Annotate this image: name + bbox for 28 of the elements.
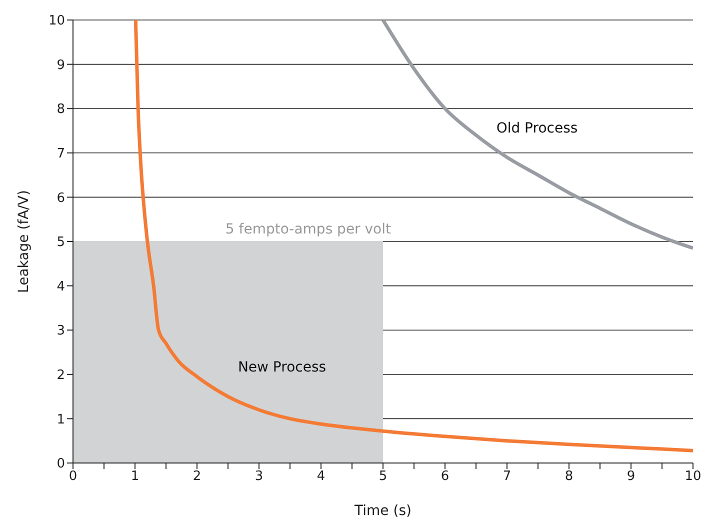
x-tick-label: 5	[378, 469, 388, 484]
y-axis-title: Leakage (fA/V)	[16, 190, 32, 293]
y-tick-label: 9	[56, 58, 65, 73]
y-tick-label: 1	[56, 412, 65, 428]
y-tick-label: 3	[56, 324, 65, 339]
x-tick-label: 6	[440, 469, 450, 484]
x-tick-label: 2	[192, 469, 202, 484]
y-tick-label: 10	[48, 14, 65, 29]
x-tick-label: 1	[130, 469, 140, 484]
x-tick-label: 8	[564, 469, 574, 484]
series-label: Old Process	[496, 120, 578, 136]
x-tick-label: 10	[684, 469, 702, 484]
y-tick-label: 7	[56, 146, 65, 162]
y-tick-label: 0	[56, 456, 65, 472]
y-tick-label: 6	[56, 190, 65, 206]
y-tick-label: 5	[56, 235, 65, 250]
x-tick-label: 0	[68, 469, 78, 484]
line-series	[134, 20, 693, 452]
y-tick-label: 4	[56, 279, 65, 294]
series-label: New Process	[238, 360, 326, 376]
y-tick-label: 2	[56, 368, 65, 384]
x-tick-label: 4	[316, 469, 326, 484]
x-tick-label: 7	[502, 469, 512, 484]
x-axis-title: Time (s)	[354, 503, 412, 519]
band-label: 5 fempto-amps per volt	[225, 221, 392, 238]
x-tick-label: 9	[626, 469, 636, 484]
y-tick-label: 8	[56, 102, 65, 118]
x-tick-label: 3	[254, 469, 264, 484]
